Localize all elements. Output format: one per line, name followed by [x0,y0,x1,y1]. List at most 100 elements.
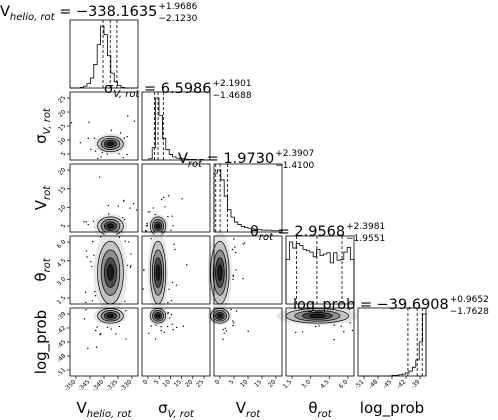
sample-point [130,253,132,255]
title-value: = 2.9568 [273,224,345,240]
x-tick-label: -39 [410,378,422,390]
sample-point [170,313,173,316]
sample-point [110,328,113,330]
title-minus: −1.4688 [213,91,252,101]
sample-point [150,325,153,327]
title-3: θrot = 2.9568 [250,224,345,243]
axis-label-subscript: helio, rot [87,409,133,420]
sample-point [169,317,171,319]
title-lhs: θ [250,224,259,240]
sample-point [160,198,163,201]
sample-point [115,333,117,335]
y-tick-label: 10 [57,136,67,146]
sample-point [85,250,88,252]
sample-point [110,129,113,131]
x-tick-label: 10 [161,378,171,388]
contour-0-1-4 [106,141,115,147]
x-tick-label: 3.0 [300,378,312,390]
sample-point [223,332,225,334]
x-tick-label: -345 [77,378,92,393]
sample-point [222,328,224,331]
axis-label-symbol: σ [158,399,168,417]
sample-point [349,322,351,324]
sample-point [247,330,249,332]
x-tick-label: -335 [105,378,120,393]
title-plus: +2.1901 [213,79,252,89]
sample-point [167,301,169,304]
sample-point [107,204,110,207]
title-minus: −1.9551 [346,234,385,244]
sample-point [145,225,148,227]
axis-label-symbol: V [77,399,88,417]
sample-point [94,294,97,297]
sample-point [243,242,246,244]
density-layer [70,115,359,350]
x-axis-label-2: Vrot [236,399,261,420]
sample-point [232,278,234,281]
title-lhs: σ [104,81,113,97]
sample-point [143,269,145,271]
y-axis-label-4: log_prob [32,310,51,374]
sample-point [79,141,82,144]
sample-point [100,333,102,335]
histogram-2 [213,169,283,232]
contour-0-3-4 [106,264,115,281]
axis-label-symbol: V [236,399,247,417]
panel-0-3 [69,235,139,305]
sample-point [126,264,129,267]
sample-point [154,338,157,340]
sample-point [124,300,126,303]
sample-point [91,240,94,243]
x-tick-label: -340 [91,378,106,393]
sample-point [232,274,234,277]
sample-point [150,238,152,240]
sample-point [129,207,131,209]
y-tick-label: -39 [56,310,68,322]
sample-point [85,301,87,304]
axis-label-subscript: rot [246,409,261,420]
x-tick-label: -48 [368,378,380,390]
title-value: = −39.6908 [355,297,448,313]
sample-point [232,324,234,327]
sample-point [127,115,129,117]
sample-point [84,291,87,294]
sample-point [122,216,124,219]
title-value: = −338.1635 [55,4,158,20]
sample-point [235,252,237,254]
axis-label-symbol: σ [32,134,50,144]
sample-point [170,229,172,231]
histogram-1 [142,97,210,161]
sample-point [232,320,234,322]
title-lhs-subscript: V, rot [113,89,140,100]
sample-point [91,265,93,268]
y-tick-label: 25 [57,94,67,104]
x-tick-label: 5 [153,378,161,386]
sample-point [170,299,173,302]
x-axis-label-1: σV, rot [158,399,195,420]
axis-label-subscript: rot [42,185,53,200]
title-1: σV, rot = 6.5986 [104,81,212,100]
sample-point [295,331,297,334]
title-minus: −2.1230 [158,14,197,24]
y-tick-label: 6.0 [56,238,68,250]
sample-point [94,150,97,152]
title-0: Vhelio, rot = −338.1635 [0,4,157,23]
sample-point [126,136,128,138]
sample-point [128,241,130,243]
x-tick-label: 5 [228,378,236,386]
panel-1-3 [141,235,211,305]
sample-point [301,331,304,333]
y-tick-label: 5 [60,150,68,158]
contour-2-4-4 [217,313,223,319]
sample-point [129,266,132,268]
sample-point [98,176,101,178]
sample-point [164,206,166,208]
sample-point [175,284,178,286]
y-tick-label: 20 [57,108,67,118]
sample-point [222,338,224,340]
sample-point [155,324,157,326]
sample-point [230,308,232,310]
sample-point [86,256,88,258]
sample-point [135,209,138,211]
title-plus: +0.9652 [450,295,489,305]
